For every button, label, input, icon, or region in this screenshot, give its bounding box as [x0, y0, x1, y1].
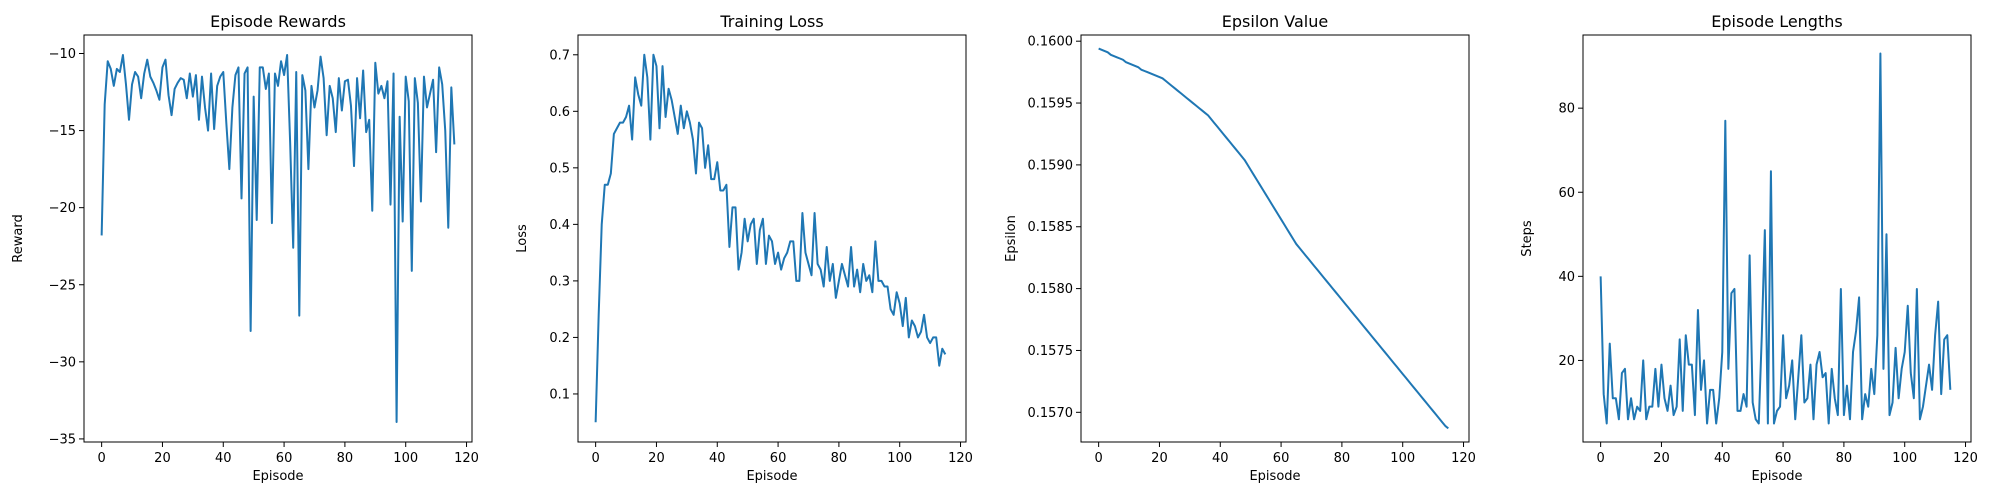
x-tick-label: 100	[1390, 451, 1415, 466]
y-tick-label: 40	[1558, 270, 1575, 285]
series-line	[100, 54, 456, 423]
x-tick-label: 120	[454, 451, 479, 466]
x-tick-label: 120	[1451, 451, 1476, 466]
x-tick-label: 20	[648, 451, 665, 466]
series-line	[594, 53, 947, 423]
y-tick-label: −15	[49, 124, 76, 139]
y-axis-label: Loss	[515, 224, 530, 253]
axes-frame	[1582, 34, 1972, 443]
x-tick-label: 40	[1714, 451, 1731, 466]
x-tick-label: 80	[831, 451, 848, 466]
x-tick-label: 0	[97, 451, 105, 466]
y-tick-label: 0.4	[549, 218, 570, 233]
x-axis-label: Episode	[746, 469, 797, 484]
x-tick-label: 40	[215, 451, 232, 466]
y-tick-label: −20	[49, 201, 76, 216]
x-tick-label: 60	[770, 451, 787, 466]
x-axis-label: Episode	[1751, 469, 1802, 484]
y-tick-label: 80	[1558, 102, 1575, 117]
y-tick-label: 0.1585	[1028, 220, 1074, 235]
x-tick-label: 60	[1775, 451, 1792, 466]
y-axis-label: Steps	[1520, 220, 1535, 257]
x-tick-label: 60	[1273, 451, 1290, 466]
x-tick-label: 80	[337, 451, 354, 466]
y-tick-label: 0.1590	[1028, 158, 1074, 173]
y-tick-label: 0.1575	[1028, 344, 1074, 359]
y-tick-label: 0.1595	[1028, 97, 1074, 112]
y-axis-label: Epsilon	[1004, 215, 1019, 262]
chart-panel-4: 0 20 40 60 80 100 120 20 40 60 80 Episode Lengths Ep…	[1520, 12, 1978, 484]
y-tick-label: 0.1570	[1028, 406, 1074, 421]
x-tick-label: 80	[1334, 451, 1351, 466]
x-tick-label: 0	[1596, 451, 1604, 466]
y-tick-label: 0.1580	[1028, 282, 1074, 297]
y-tick-label: 60	[1558, 186, 1575, 201]
y-tick-label: 0.5	[549, 161, 570, 176]
series-line	[1098, 47, 1449, 430]
x-tick-label: 100	[393, 451, 418, 466]
y-tick-label: 0.1	[549, 387, 570, 402]
x-tick-label: 120	[1953, 451, 1978, 466]
chart-panel-3: 0 20 40 60 80 100 120 0.1570 0.1575 0.1580 0.1585 0…	[1004, 12, 1476, 484]
chart-panel-2: 0 20 40 60 80 100 120 0.1 0.2 0.3 0.4 0.5 0.6 0.7 Trai…	[515, 12, 973, 484]
x-axis-label: Episode	[252, 469, 303, 484]
y-tick-label: 0.3	[549, 274, 570, 289]
y-tick-label: −35	[49, 432, 76, 447]
x-tick-label: 120	[948, 451, 973, 466]
y-tick-label: 0.2	[549, 331, 570, 346]
chart-title: Epsilon Value	[1222, 12, 1328, 31]
y-axis-label: Reward	[11, 214, 26, 262]
axes-frame	[577, 34, 967, 443]
x-tick-label: 0	[591, 451, 599, 466]
x-tick-label: 100	[887, 451, 912, 466]
axes-frame	[1080, 34, 1470, 443]
y-tick-label: −10	[49, 47, 76, 62]
x-tick-label: 20	[1151, 451, 1168, 466]
x-tick-label: 100	[1892, 451, 1917, 466]
x-tick-label: 20	[154, 451, 171, 466]
chart-panel-1: 0 20 40 60 80 100 120 −35 −30 −25 −20 −15 −10 Episode…	[11, 12, 479, 484]
series-line	[1599, 52, 1952, 425]
y-tick-label: 0.7	[549, 48, 570, 63]
chart-title: Training Loss	[719, 12, 823, 31]
x-tick-label: 80	[1836, 451, 1853, 466]
x-axis-label: Episode	[1249, 469, 1300, 484]
chart-title: Episode Lengths	[1711, 12, 1842, 31]
y-tick-label: −25	[49, 278, 76, 293]
x-tick-label: 40	[1212, 451, 1229, 466]
y-tick-label: 0.1600	[1028, 35, 1074, 50]
chart-title: Episode Rewards	[210, 12, 346, 31]
x-tick-label: 20	[1653, 451, 1670, 466]
y-tick-label: −30	[49, 355, 76, 370]
y-tick-label: 20	[1558, 354, 1575, 369]
x-tick-label: 40	[709, 451, 726, 466]
x-tick-label: 60	[276, 451, 293, 466]
x-tick-label: 0	[1094, 451, 1102, 466]
axes-frame	[83, 34, 473, 443]
y-tick-label: 0.6	[549, 105, 570, 120]
